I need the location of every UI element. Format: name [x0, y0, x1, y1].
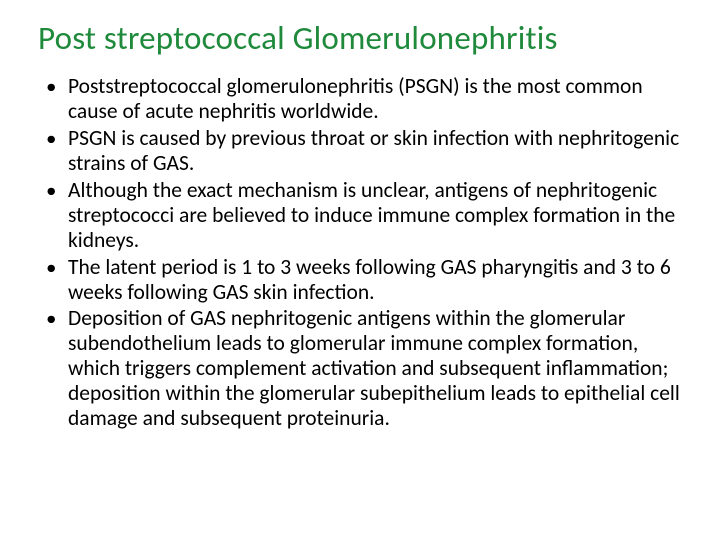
slide: Post streptococcal Glomerulonephritis Po… [0, 0, 720, 540]
list-item: PSGN is caused by previous throat or ski… [42, 126, 690, 176]
list-item: Poststreptococcal glomerulonephritis (PS… [42, 74, 690, 124]
slide-title: Post streptococcal Glomerulonephritis [38, 18, 690, 58]
list-item: Deposition of GAS nephritogenic antigens… [42, 306, 690, 431]
slide-body: Poststreptococcal glomerulonephritis (PS… [42, 74, 690, 431]
list-item: The latent period is 1 to 3 weeks follow… [42, 255, 690, 305]
list-item: Although the exact mechanism is unclear,… [42, 178, 690, 253]
bullet-list: Poststreptococcal glomerulonephritis (PS… [42, 74, 690, 431]
